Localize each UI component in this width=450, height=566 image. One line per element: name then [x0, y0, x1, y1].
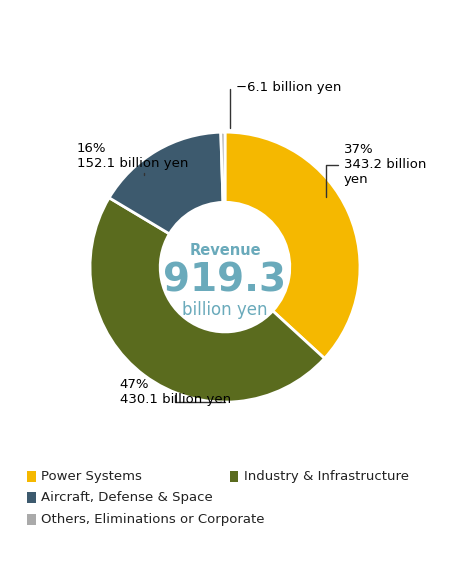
Wedge shape [221, 132, 225, 202]
Wedge shape [225, 132, 360, 358]
Text: Power Systems: Power Systems [41, 470, 142, 483]
Text: Others, Eliminations or Corporate: Others, Eliminations or Corporate [41, 513, 265, 526]
Text: Revenue: Revenue [189, 243, 261, 259]
Text: 37%
343.2 billion
yen: 37% 343.2 billion yen [326, 143, 426, 197]
Text: 47%
430.1 billion yen: 47% 430.1 billion yen [120, 378, 231, 406]
Text: 919.3: 919.3 [163, 261, 287, 299]
Text: Aircraft, Defense & Space: Aircraft, Defense & Space [41, 491, 213, 504]
Wedge shape [109, 132, 223, 234]
Text: Industry & Infrastructure: Industry & Infrastructure [244, 470, 409, 483]
Text: 16%
152.1 billion yen: 16% 152.1 billion yen [76, 143, 188, 175]
Text: billion yen: billion yen [182, 301, 268, 319]
Text: −6.1 billion yen: −6.1 billion yen [230, 82, 341, 128]
Wedge shape [90, 198, 324, 402]
